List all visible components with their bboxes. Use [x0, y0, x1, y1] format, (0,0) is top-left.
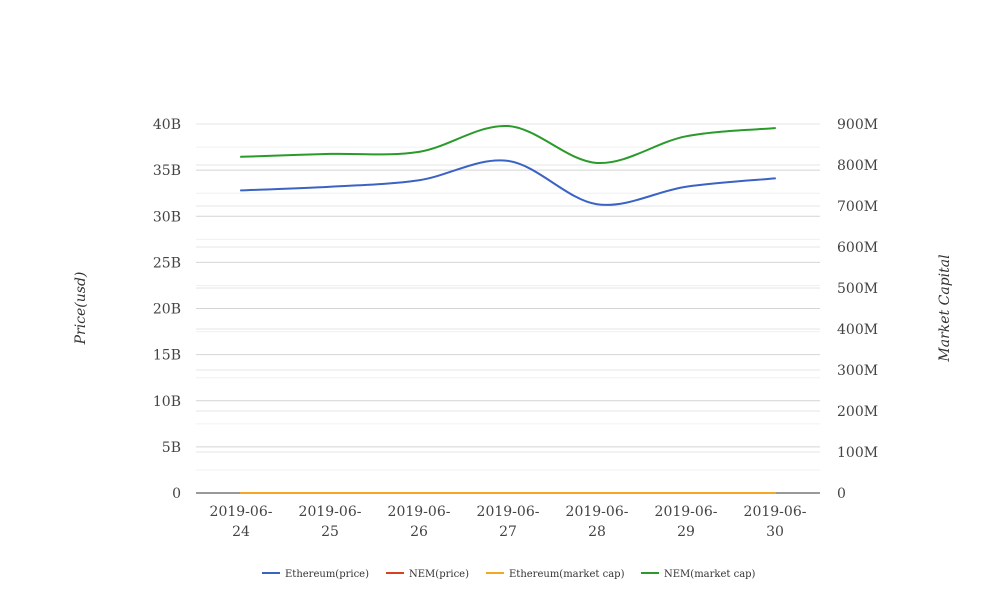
- y-right-tick-label: 800M: [837, 158, 878, 174]
- x-tick-label: 2019-06-25: [299, 504, 362, 540]
- y-left-tick-label: 35B: [153, 163, 181, 179]
- series-line-nem-market-cap: [240, 125, 776, 164]
- tick-labels: 0 5B 10B 15B 20B 25B 30B 35B 40B 0 100M 200M 300M 400…: [153, 117, 878, 540]
- legend: Ethereum(price) NEM(price) Ethereum(market…: [262, 569, 756, 580]
- y-right-tick-label: 400M: [837, 322, 878, 338]
- y-left-tick-label: 40B: [153, 117, 181, 133]
- legend-label: NEM(market cap): [664, 569, 756, 580]
- y-left-tick-label: 10B: [153, 394, 181, 410]
- legend-item[interactable]: Ethereum(price): [262, 569, 369, 580]
- y-right-tick-label: 600M: [837, 240, 878, 256]
- x-tick-label: 2019-06-29: [655, 504, 718, 540]
- legend-label: Ethereum(price): [285, 569, 369, 580]
- y-left-tick-label: 15B: [153, 348, 181, 364]
- y-right-tick-label: 100M: [837, 445, 878, 461]
- x-tick-label: 2019-06-30: [744, 504, 807, 540]
- y-right-tick-label: 500M: [837, 281, 878, 297]
- y-left-tick-label: 20B: [153, 302, 181, 318]
- series-line-ethereum-price: [240, 159, 776, 206]
- y-right-tick-label: 300M: [837, 363, 878, 379]
- x-tick-label: 2019-06-26: [388, 504, 451, 540]
- legend-item[interactable]: Ethereum(market cap): [486, 569, 625, 580]
- y-right-tick-label: 900M: [837, 117, 878, 133]
- y-left-axis-title: Price(usd): [73, 272, 89, 346]
- y-right-tick-label: 0: [837, 486, 846, 502]
- series-lines: [240, 125, 776, 495]
- legend-label: Ethereum(market cap): [509, 569, 625, 580]
- x-tick-label: 2019-06-27: [477, 504, 540, 540]
- legend-item[interactable]: NEM(price): [386, 569, 469, 580]
- x-tick-label: 2019-06-24: [210, 504, 273, 540]
- y-left-tick-label: 25B: [153, 255, 181, 271]
- legend-item[interactable]: NEM(market cap): [641, 569, 756, 580]
- y-right-tick-label: 700M: [837, 199, 878, 215]
- y-left-tick-label: 0: [172, 486, 181, 502]
- y-right-axis-title: Market Capital: [937, 254, 953, 362]
- y-left-tick-label: 30B: [153, 209, 181, 225]
- legend-label: NEM(price): [409, 569, 469, 580]
- grid-lines: [196, 123, 820, 471]
- x-tick-label: 2019-06-28: [566, 504, 629, 540]
- y-right-tick-label: 200M: [837, 404, 878, 420]
- y-left-tick-label: 5B: [162, 440, 181, 456]
